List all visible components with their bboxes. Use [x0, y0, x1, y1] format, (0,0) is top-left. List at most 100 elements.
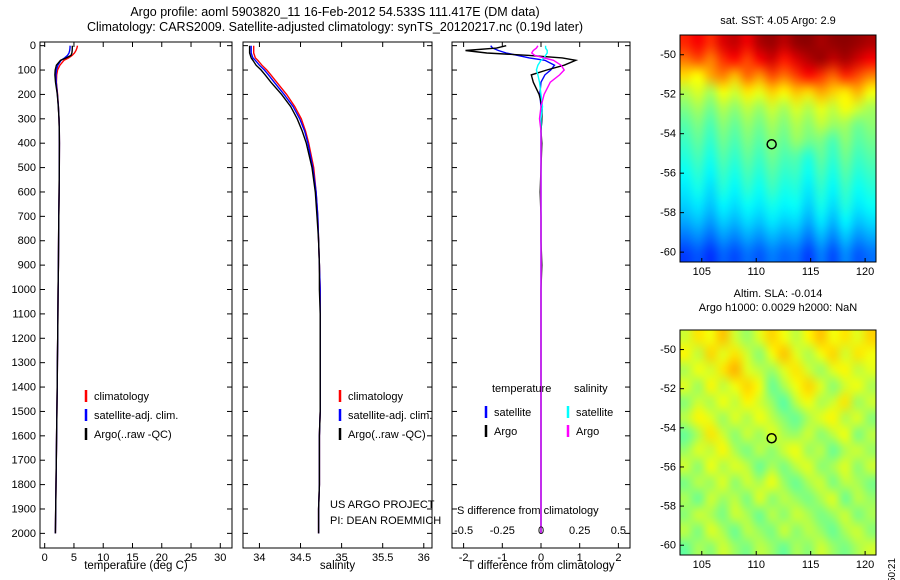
lat-tick-label: -60	[660, 540, 676, 552]
depth-tick-label: 900	[18, 260, 36, 272]
lat-tick-label: -54	[660, 128, 676, 140]
lat-tick-label: -60	[660, 247, 676, 259]
temperature_profile-series-argo-raw-qc-	[54, 45, 74, 534]
x-tick-label: 20	[156, 552, 168, 564]
lon-tick-label: 110	[747, 266, 765, 278]
sst_map-frame	[679, 34, 877, 263]
depth-tick-label: 1800	[12, 479, 36, 491]
sla-map-title-line1: Altim. SLA: -0.014	[733, 288, 823, 300]
lon-tick-label: 115	[802, 266, 820, 278]
lat-tick-label: -50	[660, 49, 676, 61]
depth-tick-label: 2000	[12, 528, 36, 540]
imos-watermark: ©IMOS 03-Aug-2017 12:50:21	[887, 558, 898, 580]
temperature_profile-frame	[39, 41, 233, 549]
depth-tick-label: 1600	[12, 430, 36, 442]
sla-map-title-line2: Argo h1000: 0.0029 h2000: NaN	[698, 302, 858, 314]
lat-tick-label: -50	[660, 344, 676, 356]
x-tick-label: 10	[97, 552, 109, 564]
sla_map-float-position-marker	[766, 433, 777, 444]
lon-tick-label: 110	[747, 559, 765, 571]
lat-tick-label: -58	[660, 207, 676, 219]
depth-tick-label: 700	[18, 211, 36, 223]
depth-tick-label: 1900	[12, 503, 36, 515]
depth-tick-label: 200	[18, 89, 36, 101]
s-tick-label: 0.5	[611, 525, 626, 537]
legend-label: climatology	[94, 391, 150, 403]
lon-tick-label: 105	[693, 559, 711, 571]
s-tick-label: 0	[538, 525, 544, 537]
sst-map-title: sat. SST: 4.05 Argo: 2.9	[720, 15, 836, 27]
lat-tick-label: -56	[660, 168, 676, 180]
x-tick-label: 30	[214, 552, 226, 564]
depth-tick-label: 1000	[12, 284, 36, 296]
x-tick-label: 36	[418, 552, 430, 564]
x-tick-label: 35	[335, 552, 347, 564]
lon-tick-label: 120	[856, 559, 874, 571]
depth-tick-label: 1700	[12, 455, 36, 467]
depth-tick-label: 1300	[12, 357, 36, 369]
depth-tick-label: 1500	[12, 406, 36, 418]
lat-tick-label: -52	[660, 89, 676, 101]
x-tick-label: -1	[497, 552, 507, 564]
legend-header: salinity	[574, 383, 608, 395]
depth-tick-label: 600	[18, 186, 36, 198]
lon-tick-label: 105	[693, 266, 711, 278]
lat-tick-label: -54	[660, 422, 676, 434]
x-tick-label: 34.5	[290, 552, 311, 564]
legend-label: satellite-adj. clim.	[94, 410, 178, 422]
s-tick-label: -0.25	[490, 525, 515, 537]
salinity_profile-series-satellite-adj-clim-	[250, 45, 321, 534]
s-tick-label: 0.25	[569, 525, 590, 537]
difference_profile-series-argo-t	[465, 45, 579, 534]
legend-label: satellite	[576, 407, 613, 419]
sla-map-image	[680, 330, 876, 555]
s-difference-label: S difference from climatology	[457, 505, 599, 517]
x-tick-label: 2	[615, 552, 621, 564]
x-tick-label: 5	[71, 552, 77, 564]
t-difference-axis-label: T difference from climatology	[467, 560, 615, 572]
lat-tick-label: -52	[660, 383, 676, 395]
salinity_profile-series-climatology	[252, 45, 321, 534]
legend-label: Argo(..raw -QC)	[348, 429, 426, 441]
legend-label: satellite-adj. clim.	[348, 410, 432, 422]
depth-tick-label: 500	[18, 162, 36, 174]
x-tick-label: 25	[185, 552, 197, 564]
x-tick-label: -2	[459, 552, 469, 564]
lat-tick-label: -58	[660, 501, 676, 513]
x-tick-label: 35.5	[372, 552, 393, 564]
temperature-axis-label: temperature (deg C)	[84, 560, 188, 572]
us-argo-project-text: US ARGO PROJECT	[330, 499, 435, 511]
legend-label: satellite	[494, 407, 531, 419]
depth-tick-label: 1100	[12, 308, 36, 320]
sst_map-float-position-marker	[766, 138, 777, 150]
legend-label: climatology	[348, 391, 404, 403]
figure-title-line1: Argo profile: aoml 5903820_11 16-Feb-201…	[130, 5, 540, 19]
depth-tick-label: 800	[18, 235, 36, 247]
s-tick-label: -0.5	[454, 525, 473, 537]
legend-label: Argo	[576, 426, 599, 438]
lat-tick-label: -56	[660, 461, 676, 473]
sla_map-frame	[679, 329, 877, 556]
x-tick-label: 0	[42, 552, 48, 564]
legend-label: Argo(..raw -QC)	[94, 429, 172, 441]
depth-tick-label: 1400	[12, 382, 36, 394]
salinity-axis-label: salinity	[319, 560, 356, 572]
lon-tick-label: 120	[856, 266, 874, 278]
x-tick-label: 15	[126, 552, 138, 564]
depth-tick-label: 100	[18, 65, 36, 77]
difference_profile-series-argo-s	[530, 45, 566, 534]
difference_profile-series-satellite-t	[490, 45, 556, 534]
salinity_profile-series-argo-raw-qc-	[248, 45, 321, 534]
x-tick-label: 34	[253, 552, 265, 564]
depth-tick-label: 0	[30, 40, 36, 52]
sst-map-image	[680, 35, 876, 262]
legend-header: temperature	[492, 383, 551, 395]
depth-tick-label: 1200	[12, 333, 36, 345]
salinity_profile-frame	[242, 41, 433, 549]
depth-tick-label: 400	[18, 138, 36, 150]
legend-label: Argo	[494, 426, 517, 438]
x-tick-label: 0	[538, 552, 544, 564]
figure-title-line2: Climatology: CARS2009. Satellite-adjuste…	[86, 20, 584, 34]
